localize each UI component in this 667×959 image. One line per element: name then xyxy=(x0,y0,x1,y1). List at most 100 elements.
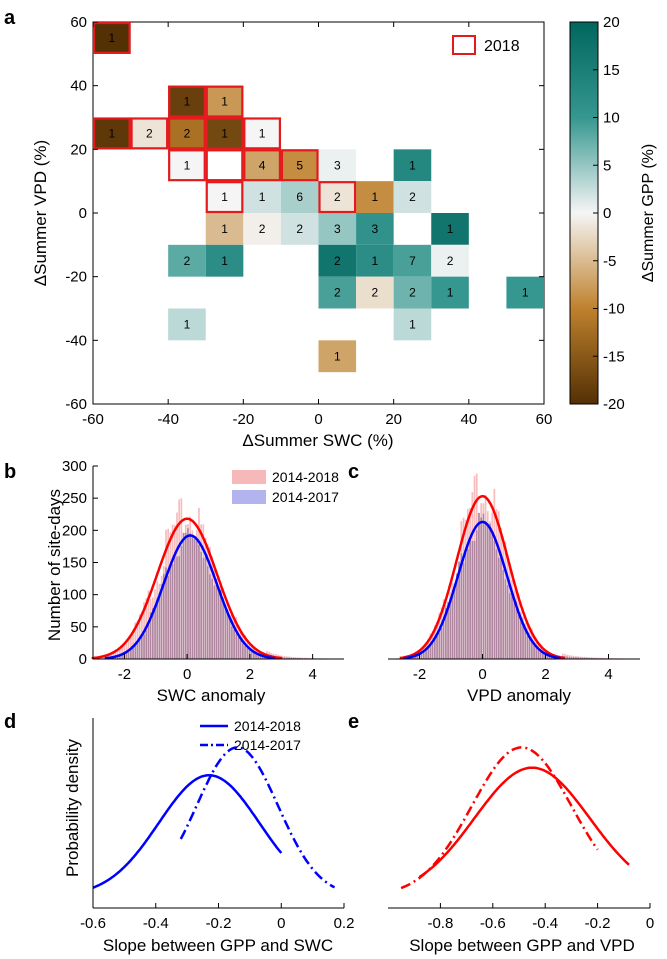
histogram-bar-2014-2017 xyxy=(508,593,511,659)
histogram-bar-2014-2017 xyxy=(502,569,505,659)
cell-count-label: 1 xyxy=(221,95,228,109)
histogram-bar-2014-2017 xyxy=(453,584,456,659)
histogram-bar-2014-2017 xyxy=(255,653,257,659)
x-tick-label: -2 xyxy=(413,666,426,683)
cell-count-label: 3 xyxy=(372,222,379,236)
density-curve-2014-2018 xyxy=(418,766,630,879)
histogram-bar-2014-2017 xyxy=(180,546,183,659)
histogram-bar-2014-2017 xyxy=(489,523,491,659)
histogram-bar-2014-2017 xyxy=(420,652,423,659)
legend-d-2014-2018: 2014-2018 xyxy=(234,718,301,734)
swc-xlabel: SWC anomaly xyxy=(157,686,266,705)
histogram-bar-2014-2018 xyxy=(110,653,112,659)
x-tick-label: 20 xyxy=(385,411,402,428)
histogram-bar-2014-2018 xyxy=(119,648,121,659)
cell-count-label: 2 xyxy=(184,254,191,268)
histogram-bar-2014-2017 xyxy=(294,657,297,659)
cell-count-label: 4 xyxy=(259,158,266,172)
histogram-bar-2014-2017 xyxy=(246,647,249,659)
histogram-bar-2014-2017 xyxy=(250,650,253,659)
heatmap-cell xyxy=(356,181,394,213)
density-curve-2014-2018 xyxy=(92,774,283,889)
heatmap-cell xyxy=(318,149,357,182)
histogram-bar-2014-2017 xyxy=(537,650,540,659)
heatmap-cell xyxy=(393,149,432,182)
y-tick-label: -40 xyxy=(65,332,87,349)
histogram-bar-2014-2017 xyxy=(548,655,551,659)
vpd-axes: -2 0 2 4 xyxy=(388,654,640,683)
histogram-bar-2014-2018 xyxy=(108,654,110,659)
histogram-bar-2014-2017 xyxy=(290,657,293,659)
cell-count-label: 1 xyxy=(447,286,454,300)
histogram-bar-2014-2017 xyxy=(222,601,224,659)
histogram-bar-2014-2017 xyxy=(504,579,507,659)
histogram-bar-2014-2017 xyxy=(464,552,467,659)
fit-curve-2014-2017 xyxy=(104,534,276,660)
histogram-bar-2014-2017 xyxy=(480,517,482,659)
cell-count-label: 5 xyxy=(296,158,303,172)
heatmap-ylabel: ΔSummer VPD (%) xyxy=(31,140,50,286)
histogram-bar-2014-2017 xyxy=(158,593,161,659)
histogram-bar-2014-2017 xyxy=(524,627,527,659)
histogram-bar-2014-2017 xyxy=(187,528,189,659)
histogram-bar-2014-2017 xyxy=(497,557,500,659)
histogram-bar-2014-2017 xyxy=(588,657,591,659)
heatmap-cell xyxy=(168,149,206,182)
histogram-bar-2014-2017 xyxy=(535,647,538,659)
histogram-bar-2014-2017 xyxy=(579,657,582,659)
histogram-bar-2014-2017 xyxy=(281,657,284,659)
density-curve-2014-2017 xyxy=(179,746,336,889)
histogram-bar-2014-2017 xyxy=(586,657,588,659)
histogram-bar-2014-2017 xyxy=(506,585,509,659)
colorbar-tick-label: 20 xyxy=(603,14,620,31)
histogram-bar-2014-2017 xyxy=(198,544,200,659)
histogram-bar-2014-2017 xyxy=(206,566,209,659)
swc-histogram-panel: -2 0 2 4 0 50 100 150 200 250 300 2014-2018 2014-2… xyxy=(45,458,344,705)
histogram-bar-2014-2017 xyxy=(189,533,192,659)
cell-count-label: 2 xyxy=(334,254,341,268)
y-tick-label: 40 xyxy=(70,78,87,95)
cell-count-label: 1 xyxy=(334,349,341,363)
heatmap-cell xyxy=(506,276,544,309)
heatmap-cell xyxy=(243,149,281,182)
panel-d-letter: d xyxy=(4,711,16,733)
histogram-bar-2014-2017 xyxy=(248,647,251,659)
histogram-bar-2014-2017 xyxy=(257,654,260,659)
histogram-bar-2014-2017 xyxy=(533,645,535,659)
histogram-bar-2014-2017 xyxy=(456,573,458,659)
cell-count-label: 7 xyxy=(409,254,416,268)
colorbar-tick-label: 10 xyxy=(603,110,620,127)
x-tick-label: 0 xyxy=(183,666,191,683)
y-tick-label: 20 xyxy=(70,141,87,158)
histogram-bar-2014-2017 xyxy=(169,567,172,659)
histogram-bar-2014-2017 xyxy=(436,635,438,659)
cell-count-label: 1 xyxy=(259,190,266,204)
histogram-bar-2014-2017 xyxy=(167,576,170,659)
histogram-bar-2014-2017 xyxy=(491,530,494,659)
histogram-bar-2014-2017 xyxy=(526,636,529,659)
x-tick-label: 0 xyxy=(277,915,285,932)
cell-count-label: 3 xyxy=(334,158,341,172)
histogram-bar-2014-2017 xyxy=(217,589,220,659)
x-tick-label: -2 xyxy=(118,666,131,683)
legend-2014-2017-swatch xyxy=(232,490,266,504)
cell-count-label: 1 xyxy=(221,222,228,236)
cell-count-label: 1 xyxy=(184,95,191,109)
legend-label: 2018 xyxy=(484,38,520,55)
histogram-bar-2014-2017 xyxy=(156,598,159,659)
heatmap-cell xyxy=(168,308,206,341)
colorbar-tick-label: -15 xyxy=(603,348,625,365)
histogram-bar-2014-2017 xyxy=(145,630,148,659)
cell-count-label: 1 xyxy=(221,126,228,140)
legend-2014-2017-label: 2014-2017 xyxy=(272,489,339,505)
histogram-bar-2014-2017 xyxy=(237,637,240,659)
heatmap-cell xyxy=(130,117,169,150)
swc-ylabel: Number of site-days xyxy=(45,489,64,641)
x-tick-label: -0.6 xyxy=(80,915,106,932)
histogram-bar-2014-2017 xyxy=(288,657,290,659)
cell-count-label: 2 xyxy=(146,126,153,140)
highlight-2018-cell xyxy=(205,181,244,214)
heatmap-cell xyxy=(93,22,131,54)
histogram-bar-2014-2017 xyxy=(486,523,489,659)
vpd-xlabel: VPD anomaly xyxy=(467,686,571,705)
